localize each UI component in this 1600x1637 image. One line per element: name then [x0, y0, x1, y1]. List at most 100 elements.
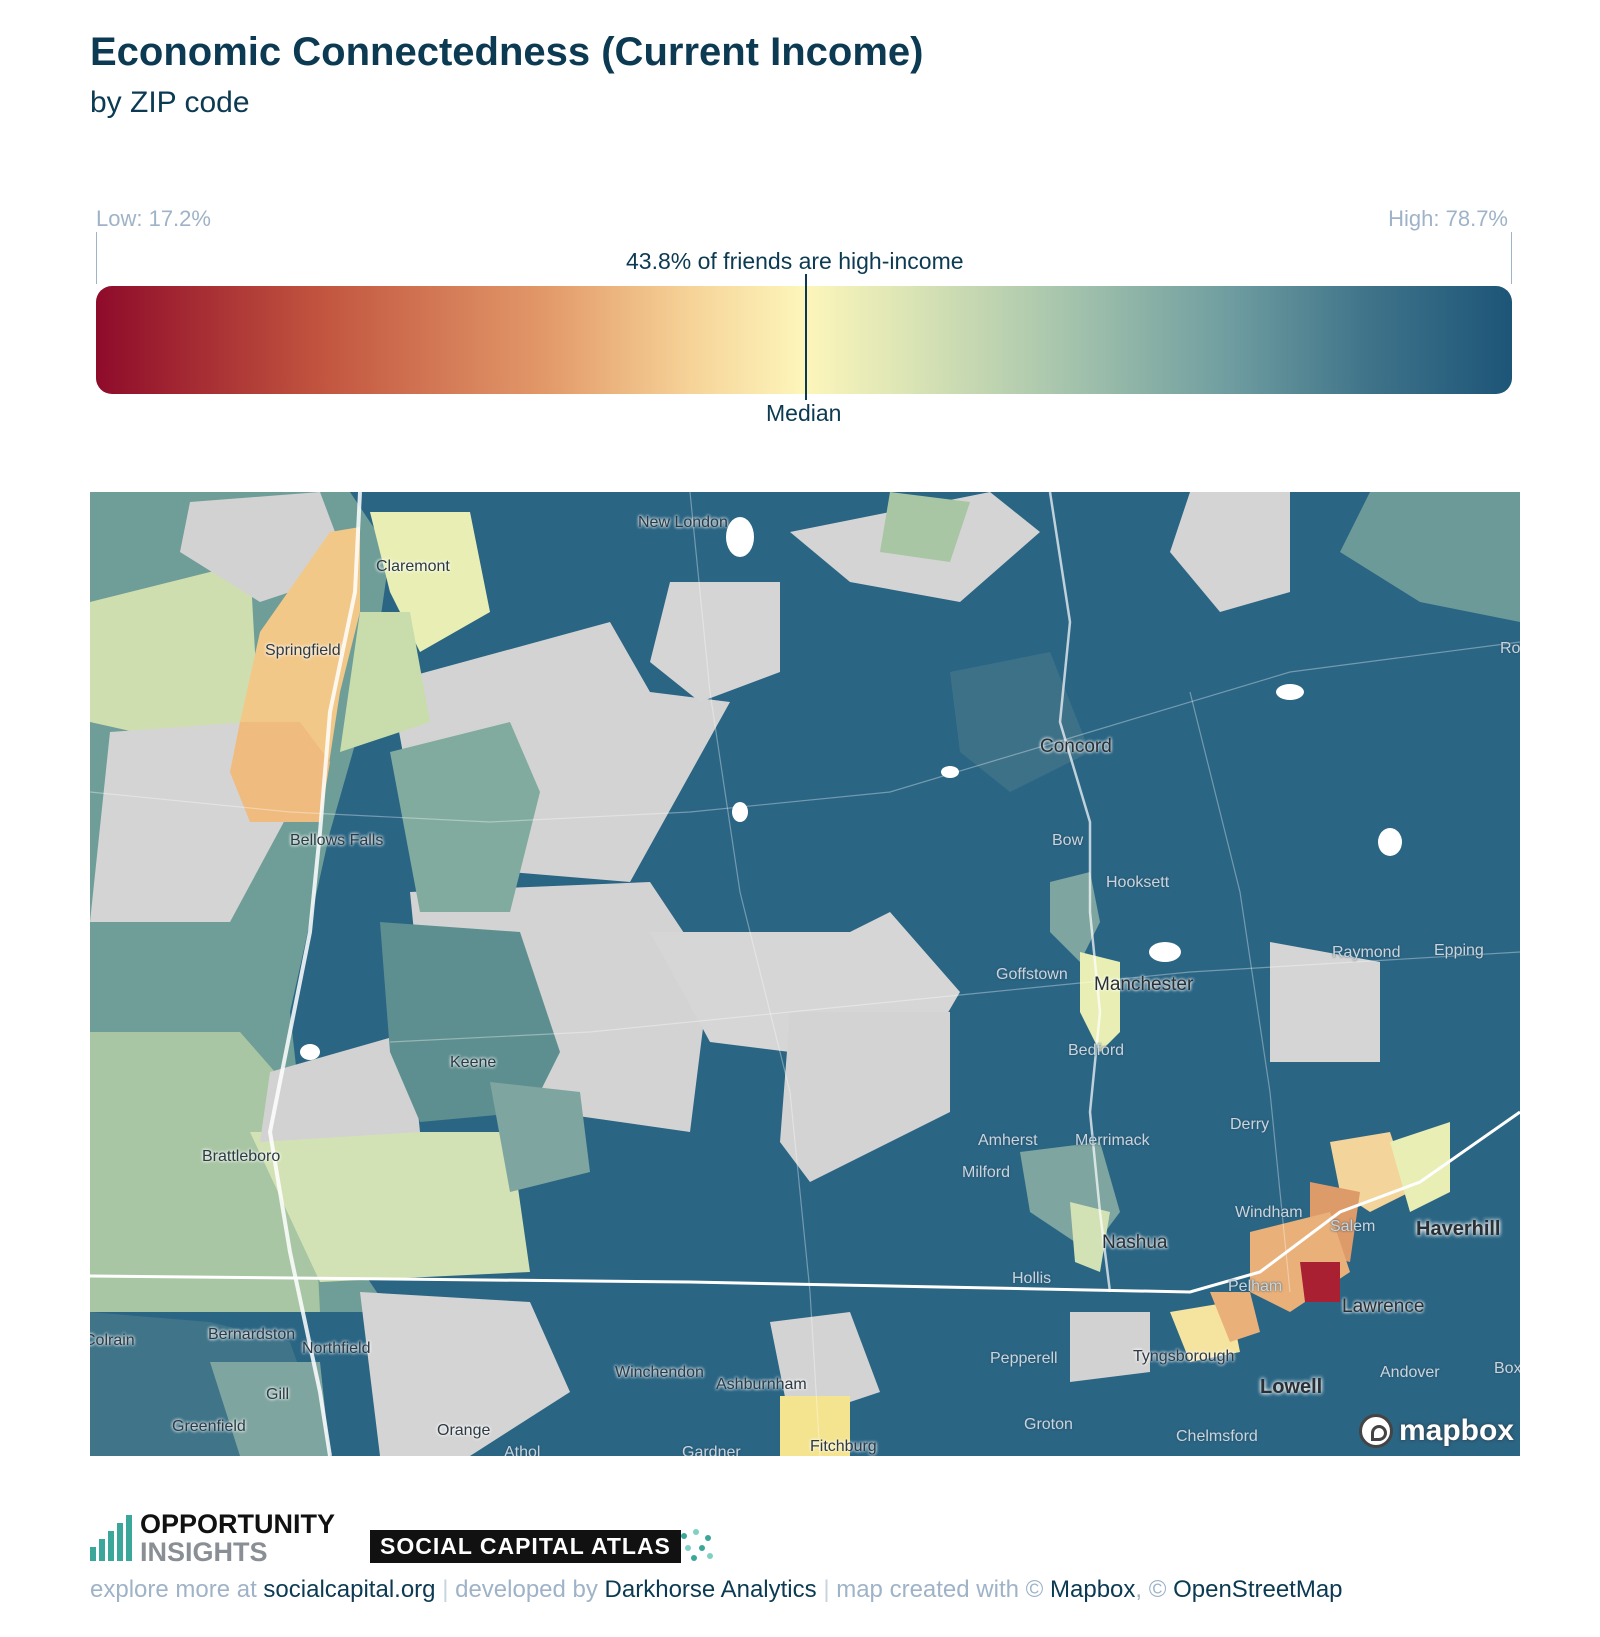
merrimack-river — [1048, 492, 1112, 1293]
footer-developed-text: developed by — [455, 1576, 598, 1603]
place-nashua: Nashua — [1102, 1232, 1168, 1253]
place-milford: Milford — [962, 1164, 1011, 1181]
place-gill: Gill — [266, 1386, 290, 1403]
map-regions — [90, 492, 1520, 1456]
region-fitchburg-yellow — [780, 1396, 850, 1456]
legend-low-label: Low: 17.2% — [96, 206, 211, 231]
region-nodata-14 — [1070, 1312, 1150, 1382]
atlas-network-icon — [681, 1529, 713, 1561]
place-epping: Epping — [1434, 942, 1484, 959]
mapbox-attribution[interactable]: mapbox — [1358, 1414, 1514, 1448]
footer-mapbox-link[interactable]: Mapbox — [1050, 1576, 1136, 1603]
region-vt-south-green — [90, 1032, 320, 1312]
place-bow: Bow — [1052, 832, 1084, 849]
region-bellows-falls-orange — [230, 722, 330, 822]
footer-developer-link[interactable]: Darkhorse Analytics — [604, 1576, 817, 1603]
place-springfield: Springfield — [265, 642, 341, 659]
legend-median-caption: 43.8% of friends are high-income — [626, 248, 964, 274]
place-ro: Ro — [1500, 640, 1520, 657]
state-border — [90, 1110, 1520, 1294]
logo-line-1: OPPORTUNITY — [140, 1509, 336, 1539]
lake-5 — [732, 802, 748, 822]
place-concord: Concord — [1040, 736, 1112, 757]
footer-credits: explore more at socialcapital.org | deve… — [90, 1576, 1343, 1603]
choropleth-map[interactable]: New London Claremont Springfield Concord… — [90, 492, 1520, 1456]
place-hollis: Hollis — [1012, 1270, 1052, 1287]
road-3 — [689, 492, 821, 1456]
region-nodata-9 — [260, 1032, 420, 1142]
legend-median-marker — [805, 274, 807, 400]
place-derry: Derry — [1230, 1116, 1270, 1133]
opportunity-insights-logo[interactable]: OPPORTUNITY INSIGHTS — [90, 1510, 335, 1566]
place-lowell: Lowell — [1260, 1376, 1323, 1398]
place-groton: Groton — [1024, 1416, 1073, 1433]
region-claremont-green — [340, 612, 430, 752]
region-nodata-13 — [770, 1312, 880, 1422]
region-nodata-10 — [360, 1292, 570, 1456]
mapbox-logo-text: mapbox — [1398, 1414, 1514, 1447]
road-1 — [90, 641, 1520, 823]
place-manchester: Manchester — [1094, 974, 1194, 995]
road-2 — [389, 951, 1520, 1043]
region-nodata-4 — [650, 582, 780, 702]
lake-2 — [1276, 684, 1304, 700]
place-andover: Andover — [1380, 1364, 1440, 1381]
legend-high-label: High: 78.7% — [1388, 206, 1508, 231]
place-hooksett: Hooksett — [1106, 874, 1170, 891]
region-lawrence-red — [1300, 1262, 1340, 1302]
footer-explore-text: explore more at — [90, 1576, 257, 1603]
place-pelham: Pelham — [1228, 1278, 1283, 1295]
lake-7 — [300, 1044, 320, 1060]
place-windham: Windham — [1235, 1204, 1303, 1221]
mapbox-logo-icon — [1358, 1414, 1393, 1448]
region-nodata-12 — [1270, 942, 1380, 1062]
footer-site-link[interactable]: socialcapital.org — [263, 1576, 436, 1603]
region-nodata-11 — [1170, 492, 1290, 612]
lake-6 — [941, 766, 959, 778]
legend-color-ramp — [96, 286, 1512, 394]
social-capital-atlas-badge[interactable]: SOCIAL CAPITAL ATLAS — [370, 1530, 681, 1563]
region-vt-light-green — [90, 562, 260, 742]
place-goffstown: Goffstown — [996, 966, 1068, 983]
place-gardner: Gardner — [682, 1444, 741, 1456]
lake-4 — [1378, 828, 1402, 856]
place-claremont: Claremont — [376, 558, 450, 575]
region-greenfield-green — [210, 1362, 330, 1456]
region-northeast-teal — [1340, 492, 1520, 622]
region-keene-green — [390, 722, 540, 912]
region-nodata-8 — [780, 1012, 950, 1182]
region-concord-teal — [950, 652, 1090, 792]
place-box: Box — [1494, 1360, 1520, 1377]
legend-low-tick — [96, 232, 97, 284]
region-brattleboro-green — [250, 1132, 530, 1282]
place-greenfield: Greenfield — [172, 1418, 246, 1435]
page-subtitle: by ZIP code — [90, 86, 250, 119]
place-amherst: Amherst — [978, 1132, 1038, 1149]
place-brattleboro: Brattleboro — [202, 1148, 281, 1165]
place-fitchburg: Fitchburg — [810, 1438, 877, 1455]
place-keene: Keene — [450, 1054, 497, 1071]
place-bellows-falls: Bellows Falls — [290, 832, 384, 849]
place-pepperell: Pepperell — [990, 1350, 1058, 1367]
place-new-london: New London — [638, 514, 728, 531]
place-bernardston: Bernardston — [208, 1326, 296, 1343]
place-bedford: Bedford — [1068, 1042, 1125, 1059]
legend-high-tick — [1511, 232, 1512, 284]
connecticut-river — [267, 492, 362, 1456]
place-chelmsford: Chelmsford — [1176, 1428, 1258, 1445]
place-raymond: Raymond — [1332, 944, 1401, 961]
place-haverhill: Haverhill — [1416, 1218, 1501, 1240]
footer-copyright: © — [1148, 1576, 1167, 1603]
road-4 — [1189, 691, 1291, 1293]
lake-1 — [726, 517, 754, 557]
legend-median-label: Median — [766, 400, 842, 426]
region-manchester-green — [1050, 872, 1100, 962]
region-lowell-orange — [1210, 1292, 1260, 1342]
place-lawrence: Lawrence — [1342, 1296, 1425, 1317]
lake-3 — [1149, 942, 1181, 962]
place-northfield: Northfield — [302, 1340, 371, 1357]
region-north-green — [880, 492, 970, 562]
footer-osm-link[interactable]: OpenStreetMap — [1173, 1576, 1343, 1603]
place-colrain: Colrain — [90, 1332, 135, 1349]
place-salem: Salem — [1330, 1218, 1376, 1235]
